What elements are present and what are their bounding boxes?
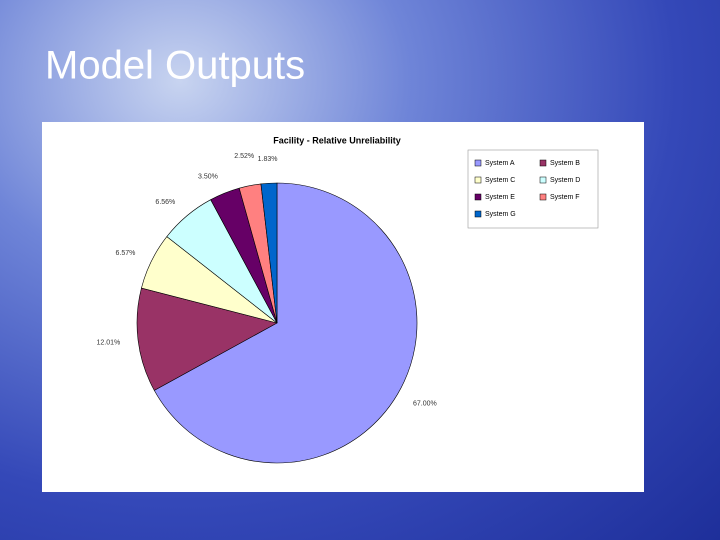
data-label: 6.56% [155, 199, 175, 206]
legend-box [467, 149, 599, 229]
pie-slice [260, 182, 278, 324]
legend-swatch [539, 193, 547, 201]
legend-swatch [474, 210, 482, 218]
legend-swatch [474, 159, 482, 167]
data-label: 6.57% [115, 250, 135, 257]
legend-label: System A [485, 160, 515, 167]
data-label: 67.00% [413, 400, 437, 407]
legend-label: System B [550, 160, 580, 167]
pie-slice [153, 182, 418, 464]
legend-label: System D [550, 177, 580, 184]
data-label: 1.83% [258, 156, 278, 163]
legend-label: System G [485, 211, 516, 218]
pie-slice [136, 287, 278, 391]
data-label: 3.50% [198, 173, 218, 180]
data-label: 12.01% [96, 340, 120, 347]
legend-label: System C [485, 177, 515, 184]
data-label: 2.52% [234, 153, 254, 160]
legend-swatch [539, 159, 547, 167]
slide-title: Model Outputs [45, 44, 305, 88]
chart-title: Facility - Relative Unreliability [273, 135, 401, 145]
legend-label: System F [550, 194, 580, 201]
legend-swatch [474, 193, 482, 201]
legend-swatch [539, 176, 547, 184]
legend-label: System E [485, 194, 515, 201]
legend-swatch [474, 176, 482, 184]
